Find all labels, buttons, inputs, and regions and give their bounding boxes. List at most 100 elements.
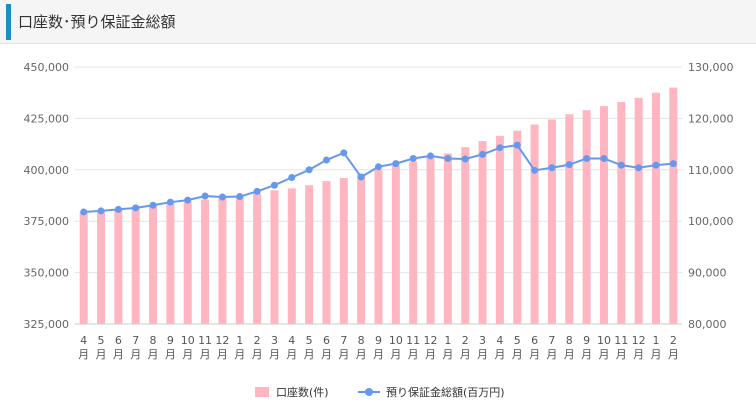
bar [565,114,574,325]
line-point [513,141,521,149]
bar [149,205,158,324]
month-number-label: 9 [375,334,382,347]
month-number-label: 7 [132,334,139,347]
line-point [270,181,278,189]
month-unit-label: 月 [269,348,280,361]
line-point [565,161,573,169]
bar [582,110,591,325]
month-number-label: 3 [479,334,486,347]
month-number-label: 3 [271,334,278,347]
bar [547,119,556,324]
line-point [80,208,88,216]
month-number-label: 12 [215,334,229,347]
month-unit-label: 月 [338,348,349,361]
bar [461,147,470,324]
month-unit-label: 月 [78,348,89,361]
line-point [444,154,452,162]
month-unit-label: 月 [581,348,592,361]
month-number-label: 4 [80,334,87,347]
month-number-label: 10 [389,334,403,347]
x-axis-labels: 4月5月6月7月8月9月10月11月12月1月2月3月4月5月6月7月8月9月1… [78,334,679,361]
month-unit-label: 月 [148,348,159,361]
right-tick-label: 90,000 [688,267,727,280]
month-number-label: 11 [198,334,212,347]
month-number-label: 6 [115,334,122,347]
month-unit-label: 月 [564,348,575,361]
bar [201,199,210,324]
month-unit-label: 月 [668,348,679,361]
month-unit-label: 月 [200,348,211,361]
month-number-label: 12 [424,334,438,347]
month-number-label: 7 [548,334,555,347]
month-unit-label: 月 [96,348,107,361]
month-unit-label: 月 [650,348,661,361]
left-tick-label: 350,000 [24,267,70,280]
month-number-label: 6 [531,334,538,347]
month-number-label: 8 [358,334,365,347]
month-number-label: 10 [181,334,195,347]
month-unit-label: 月 [494,348,505,361]
right-tick-label: 120,000 [688,112,734,125]
line-point [409,154,417,162]
month-unit-label: 月 [598,348,609,361]
month-number-label: 2 [254,334,261,347]
month-unit-label: 月 [460,348,471,361]
line-point [149,201,157,209]
month-number-label: 7 [340,334,347,347]
left-axis-ticks: 325,000 350,000 375,000 400,000 425,000 450,0… [24,61,70,331]
line-point [635,164,643,172]
right-tick-label: 80,000 [688,318,727,331]
month-unit-label: 月 [252,348,263,361]
month-unit-label: 月 [113,348,124,361]
bar [253,193,262,324]
legend-line-dot [365,388,373,396]
month-unit-label: 月 [373,348,384,361]
month-unit-label: 月 [356,348,367,361]
bar [305,185,314,324]
line-point [288,174,296,182]
month-unit-label: 月 [442,348,453,361]
line-point [392,160,400,168]
line-point [253,187,261,195]
bar [114,209,123,324]
bar-series [79,87,678,325]
bar [131,207,140,324]
bar [443,153,452,324]
line-point [305,166,313,174]
line-point [669,160,677,168]
month-unit-label: 月 [477,348,488,361]
legend-bar-label: 口座数(件) [276,385,329,399]
month-number-label: 12 [632,334,646,347]
month-unit-label: 月 [425,348,436,361]
line-point [322,156,330,164]
bar [183,201,192,324]
bar [617,101,626,325]
line-point [201,192,209,200]
month-unit-label: 月 [130,348,141,361]
line-point [114,205,122,213]
line-point [97,207,105,215]
month-number-label: 5 [514,334,521,347]
line-point [531,166,539,174]
month-number-label: 2 [462,334,469,347]
month-number-label: 5 [98,334,105,347]
month-unit-label: 月 [217,348,228,361]
line-point [548,164,556,172]
right-tick-label: 130,000 [688,61,734,74]
month-unit-label: 月 [616,348,627,361]
month-unit-label: 月 [546,348,557,361]
month-number-label: 2 [670,334,677,347]
line-point [166,198,174,206]
line-point [132,204,140,212]
month-unit-label: 月 [512,348,523,361]
month-unit-label: 月 [529,348,540,361]
bar [218,197,227,324]
line-point [236,193,244,201]
right-tick-label: 100,000 [688,215,734,228]
bar [357,173,366,324]
month-number-label: 1 [236,334,243,347]
bar [374,169,383,324]
left-tick-label: 425,000 [24,112,70,125]
month-number-label: 8 [566,334,573,347]
left-tick-label: 450,000 [24,61,70,74]
